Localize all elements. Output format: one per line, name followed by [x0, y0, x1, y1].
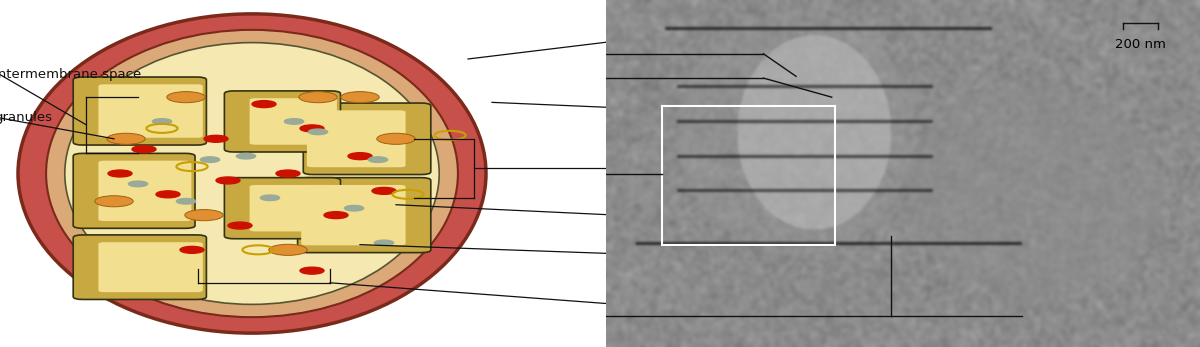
FancyBboxPatch shape	[98, 242, 203, 292]
FancyBboxPatch shape	[250, 185, 337, 231]
Circle shape	[200, 157, 220, 162]
Circle shape	[344, 205, 364, 211]
Circle shape	[216, 177, 240, 184]
Circle shape	[377, 133, 415, 144]
Circle shape	[368, 157, 388, 162]
FancyBboxPatch shape	[250, 98, 337, 145]
Circle shape	[269, 244, 307, 255]
Circle shape	[95, 196, 133, 207]
Ellipse shape	[46, 30, 458, 317]
Text: intermembrane space: intermembrane space	[0, 68, 142, 81]
Circle shape	[185, 210, 223, 221]
Circle shape	[348, 153, 372, 160]
Circle shape	[341, 92, 379, 103]
Circle shape	[299, 92, 337, 103]
Circle shape	[176, 198, 196, 204]
Circle shape	[236, 153, 256, 159]
FancyBboxPatch shape	[298, 178, 431, 253]
FancyBboxPatch shape	[304, 103, 431, 175]
Circle shape	[228, 222, 252, 229]
Circle shape	[156, 191, 180, 198]
FancyBboxPatch shape	[301, 185, 406, 245]
Circle shape	[276, 170, 300, 177]
Text: mitochondrial
matrix: mitochondrial matrix	[658, 293, 750, 321]
Circle shape	[374, 240, 394, 246]
Circle shape	[300, 125, 324, 132]
FancyBboxPatch shape	[224, 91, 341, 152]
FancyBboxPatch shape	[73, 153, 194, 228]
Text: DNA: DNA	[658, 210, 686, 223]
Circle shape	[372, 187, 396, 194]
Circle shape	[180, 246, 204, 253]
FancyBboxPatch shape	[98, 84, 203, 138]
Circle shape	[107, 133, 145, 144]
Text: 200 nm: 200 nm	[1115, 38, 1166, 51]
Circle shape	[167, 92, 205, 103]
Circle shape	[108, 170, 132, 177]
FancyBboxPatch shape	[73, 235, 206, 299]
Circle shape	[132, 146, 156, 153]
FancyBboxPatch shape	[73, 77, 206, 145]
Circle shape	[308, 129, 328, 135]
Circle shape	[324, 212, 348, 219]
Text: cristae: cristae	[658, 162, 703, 175]
FancyBboxPatch shape	[307, 110, 406, 167]
Text: ribosome: ribosome	[658, 248, 720, 262]
Ellipse shape	[65, 43, 439, 304]
Circle shape	[260, 195, 280, 201]
Circle shape	[252, 101, 276, 108]
Text: granules: granules	[0, 111, 52, 125]
Circle shape	[152, 119, 172, 124]
Text: outer
membrane: outer membrane	[658, 95, 731, 123]
Circle shape	[284, 119, 304, 124]
Circle shape	[204, 135, 228, 142]
Text: inner
membrane: inner membrane	[658, 23, 731, 50]
Circle shape	[300, 267, 324, 274]
FancyBboxPatch shape	[224, 178, 341, 239]
Ellipse shape	[18, 14, 486, 333]
FancyBboxPatch shape	[98, 161, 192, 221]
Circle shape	[128, 181, 148, 187]
